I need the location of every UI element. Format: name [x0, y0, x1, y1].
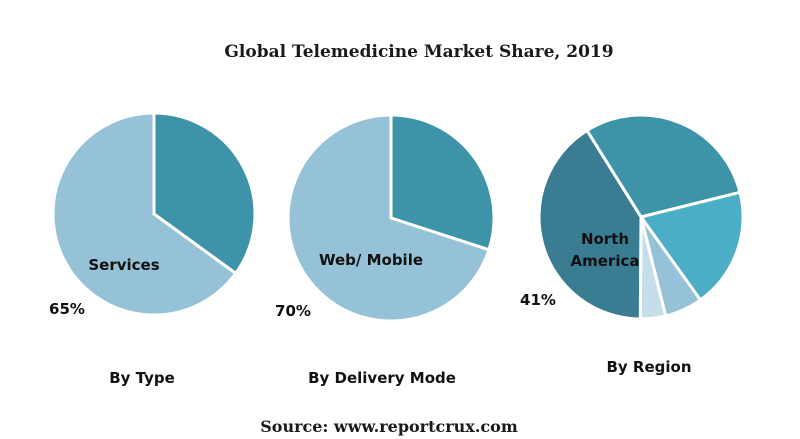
pie-by-delivery-mode-caption: By Delivery Mode	[308, 369, 456, 387]
pie-by-region	[537, 113, 745, 321]
pie-slice	[152, 111, 257, 275]
pie-by-type-inner-label: Services	[88, 256, 159, 274]
pie-by-region-percent-label: 41%	[520, 291, 556, 309]
chart-title: Global Telemedicine Market Share, 2019	[224, 42, 613, 62]
pie-slice	[389, 113, 496, 252]
pie-by-region-inner-label-line2: America	[571, 252, 640, 270]
pie-by-delivery-mode	[286, 113, 496, 323]
pie-slice	[51, 111, 238, 317]
source-note: Source: www.reportcrux.com	[260, 417, 518, 436]
pie-by-region-caption: By Region	[606, 358, 691, 376]
pie-slice	[537, 128, 643, 321]
pie-slice	[286, 113, 491, 323]
pie-by-type-caption: By Type	[109, 369, 175, 387]
pie-slice	[639, 190, 745, 302]
pie-by-delivery-mode-inner-label: Web/ Mobile	[319, 251, 423, 269]
pie-by-type	[51, 111, 257, 317]
pie-by-region-inner-label-line1: North	[581, 230, 629, 248]
pie-by-type-percent-label: 65%	[49, 300, 85, 318]
pie-by-delivery-mode-percent-label: 70%	[275, 302, 311, 320]
